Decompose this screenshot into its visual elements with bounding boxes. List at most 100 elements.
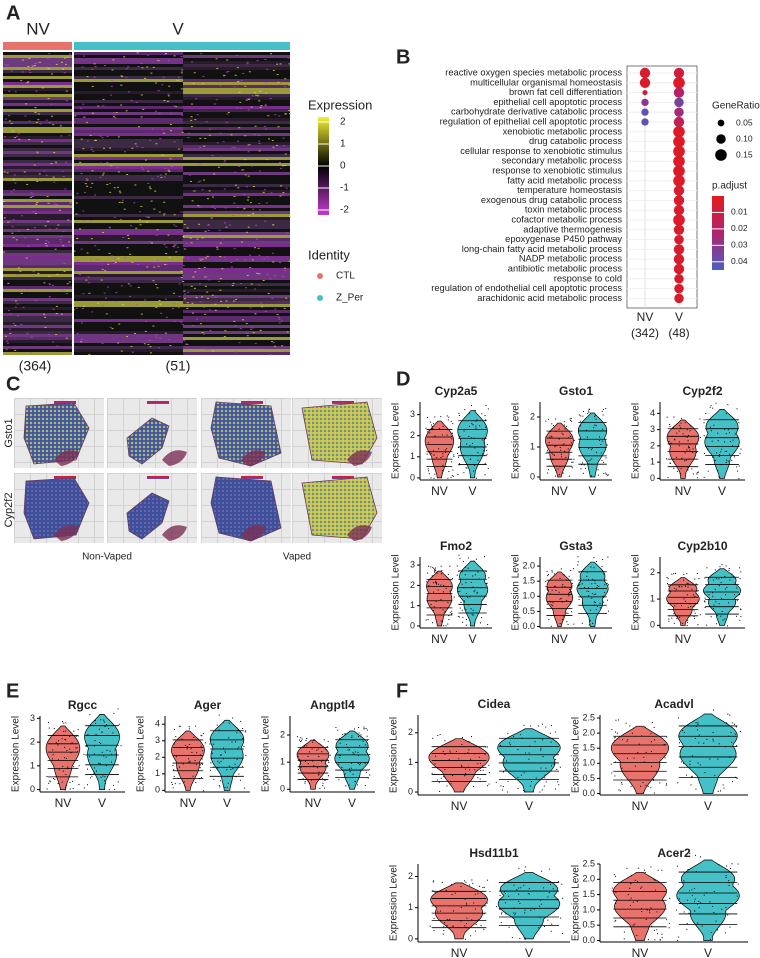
jitter-point bbox=[457, 453, 458, 454]
jitter-point bbox=[110, 751, 111, 752]
jitter-point bbox=[723, 784, 724, 785]
jitter-point bbox=[725, 932, 726, 933]
heatmap-speckle bbox=[122, 200, 124, 201]
heatmap-row bbox=[183, 301, 290, 304]
heatmap-speckle bbox=[194, 237, 196, 238]
jitter-point bbox=[689, 764, 690, 765]
jitter-point bbox=[484, 556, 485, 557]
jitter-point bbox=[689, 458, 690, 459]
jitter-point bbox=[571, 421, 572, 422]
heatmap-speckle bbox=[236, 55, 238, 56]
jitter-point bbox=[433, 610, 434, 611]
jitter-point bbox=[213, 744, 214, 745]
jitter-point bbox=[474, 769, 475, 770]
heatmap-speckle bbox=[90, 135, 92, 136]
heatmap-speckle bbox=[141, 94, 143, 95]
term-label: reactive oxygen species metabolic proces… bbox=[445, 67, 622, 77]
jitter-point bbox=[732, 445, 733, 446]
jitter-point bbox=[599, 436, 600, 437]
jitter-point bbox=[547, 920, 548, 921]
jitter-point bbox=[656, 911, 657, 912]
jitter-point bbox=[679, 586, 680, 587]
heatmap-speckle bbox=[61, 314, 63, 315]
colorbar-label: 2 bbox=[340, 117, 346, 128]
heatmap-speckle bbox=[252, 213, 254, 214]
heatmap-speckle bbox=[109, 148, 111, 149]
heatmap-speckle bbox=[272, 253, 274, 254]
jitter-point bbox=[453, 456, 454, 457]
heatmap-speckle bbox=[284, 78, 286, 79]
jitter-point bbox=[723, 788, 724, 789]
jitter-point bbox=[525, 752, 526, 753]
jitter-point bbox=[504, 891, 505, 892]
heatmap-speckle bbox=[148, 217, 150, 218]
jitter-point bbox=[689, 853, 690, 854]
heatmap-speckle bbox=[34, 63, 36, 64]
jitter-point bbox=[243, 746, 244, 747]
jitter-point bbox=[536, 777, 537, 778]
heatmap-speckle bbox=[224, 160, 226, 161]
jitter-point bbox=[594, 605, 595, 606]
jitter-point bbox=[238, 774, 239, 775]
jitter-point bbox=[53, 754, 54, 755]
x-count: (48) bbox=[668, 326, 689, 340]
jitter-point bbox=[434, 416, 435, 417]
plot-title: Acadvl bbox=[654, 697, 693, 711]
jitter-point bbox=[354, 781, 355, 782]
jitter-point bbox=[642, 782, 643, 783]
jitter-point bbox=[477, 893, 478, 894]
heatmap-row bbox=[183, 343, 290, 346]
jitter-point bbox=[86, 746, 87, 747]
heatmap-speckle bbox=[211, 218, 213, 219]
jitter-point bbox=[83, 754, 84, 755]
jitter-point bbox=[705, 598, 706, 599]
heatmap-row bbox=[3, 247, 72, 250]
heatmap-speckle bbox=[145, 321, 147, 322]
heatmap-speckle bbox=[63, 263, 65, 264]
jitter-point bbox=[365, 763, 366, 764]
heatmap-speckle bbox=[136, 304, 138, 305]
jitter-point bbox=[587, 439, 588, 440]
heatmap-speckle bbox=[57, 225, 59, 226]
jitter-point bbox=[648, 786, 649, 787]
heatmap-speckle bbox=[88, 354, 90, 355]
heatmap-speckle bbox=[190, 120, 192, 121]
jitter-point bbox=[729, 882, 730, 883]
jitter-point bbox=[426, 581, 427, 582]
heatmap-speckle bbox=[212, 351, 214, 352]
jitter-point bbox=[686, 775, 687, 776]
y-tick-label: 2.0 bbox=[582, 727, 595, 737]
jitter-point bbox=[670, 591, 671, 592]
jitter-point bbox=[223, 748, 224, 749]
jitter-point bbox=[550, 884, 551, 885]
jitter-point bbox=[651, 926, 652, 927]
jitter-point bbox=[425, 428, 426, 429]
heatmap-row bbox=[74, 97, 183, 100]
dot bbox=[674, 225, 684, 235]
jitter-point bbox=[432, 567, 433, 568]
heatmap-speckle bbox=[119, 192, 121, 193]
jitter-point bbox=[673, 573, 674, 574]
heatmap-speckle bbox=[194, 119, 196, 120]
jitter-point bbox=[441, 566, 442, 567]
jitter-point bbox=[350, 771, 351, 772]
heatmap-speckle bbox=[22, 60, 24, 61]
term-label: toxin metabolic process bbox=[525, 205, 622, 215]
jitter-point bbox=[470, 759, 471, 760]
jitter-point bbox=[608, 474, 609, 475]
jitter-point bbox=[462, 596, 463, 597]
jitter-point bbox=[618, 719, 619, 720]
heatmap-speckle bbox=[65, 64, 67, 65]
heatmap-speckle bbox=[245, 174, 247, 175]
jitter-point bbox=[682, 747, 683, 748]
heatmap-speckle bbox=[197, 205, 199, 206]
heatmap-speckle bbox=[94, 245, 96, 246]
heatmap-speckle bbox=[187, 302, 189, 303]
jitter-point bbox=[435, 435, 436, 436]
jitter-point bbox=[108, 728, 109, 729]
jitter-point bbox=[457, 565, 458, 566]
legend-item: Z_Per bbox=[336, 293, 364, 304]
jitter-point bbox=[451, 436, 452, 437]
jitter-point bbox=[477, 571, 478, 572]
jitter-point bbox=[432, 773, 433, 774]
